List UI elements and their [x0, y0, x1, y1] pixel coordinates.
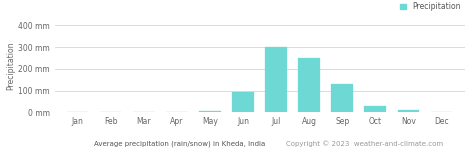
Bar — [331, 84, 353, 112]
Bar — [199, 111, 221, 112]
Bar — [232, 92, 254, 112]
Bar — [398, 110, 419, 112]
Text: Average precipitation (rain/snow) in Kheda, India: Average precipitation (rain/snow) in Khe… — [94, 140, 266, 147]
Y-axis label: Precipitation: Precipitation — [6, 41, 15, 90]
Bar — [265, 47, 287, 112]
Bar — [298, 58, 320, 112]
Legend: Precipitation: Precipitation — [400, 2, 461, 11]
Text: Copyright © 2023  weather-and-climate.com: Copyright © 2023 weather-and-climate.com — [286, 140, 444, 147]
Bar — [365, 106, 386, 112]
